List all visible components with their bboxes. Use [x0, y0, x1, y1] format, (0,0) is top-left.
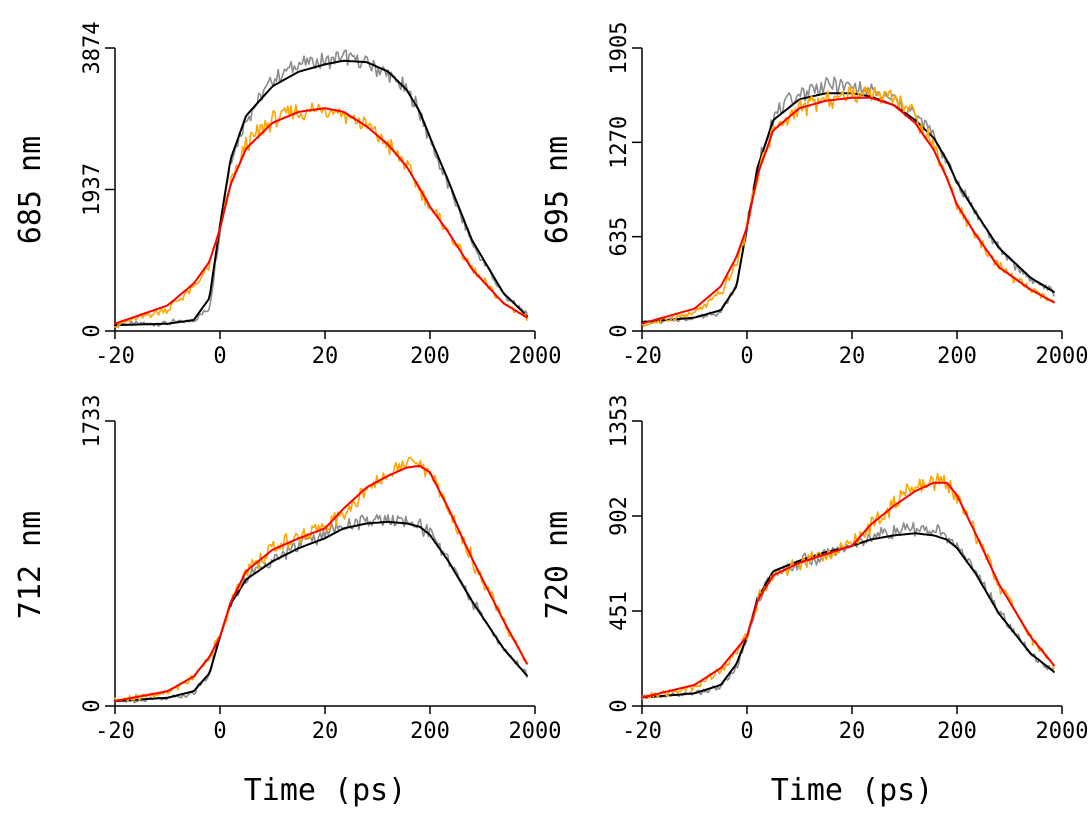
panel-label: 685 nm: [13, 136, 48, 244]
x-tick-label: 200: [410, 719, 450, 744]
y-tick-label: 1733: [80, 395, 105, 448]
y-tick-label: 1270: [607, 116, 632, 169]
series-line-fit_red: [641, 96, 1055, 325]
panel-720-nm: -20 0 20 200 2000 0 451 902 1353 720 nm: [540, 395, 1088, 744]
x-tick-label: 0: [740, 344, 753, 369]
y-tick-label: 451: [607, 591, 632, 631]
series-line-data_orange: [641, 86, 1055, 328]
y-tick-label: 0: [607, 699, 632, 712]
x-tick-label: 0: [740, 719, 753, 744]
y-tick-label: 3874: [80, 22, 105, 75]
y-tick-label: 0: [80, 324, 105, 337]
series-line-fit_black: [641, 532, 1055, 699]
x-tick-label: 2000: [509, 719, 562, 744]
series-line-data_gray: [114, 49, 528, 328]
panel-695-nm: -20 0 20 200 2000 0 635 1270 1905 695 nm: [540, 22, 1088, 369]
y-tick-label: 0: [80, 699, 105, 712]
series-line-data_gray: [641, 76, 1055, 325]
series-line-data_orange: [114, 102, 528, 329]
x-tick-label: -20: [622, 344, 662, 369]
y-tick-label: 902: [607, 496, 632, 536]
x-tick-label: 2000: [1036, 344, 1089, 369]
x-tick-label: 0: [213, 719, 226, 744]
x-tick-label: 20: [312, 719, 339, 744]
panel-label: 712 nm: [13, 511, 48, 619]
x-tick-label: 200: [937, 344, 977, 369]
series-line-fit_black: [114, 59, 528, 327]
x-tick-label: 200: [937, 719, 977, 744]
x-tick-label: 2000: [509, 344, 562, 369]
x-axis-title: Time (ps): [771, 773, 934, 808]
x-tick-label: 20: [839, 719, 866, 744]
x-tick-label: 2000: [1036, 719, 1089, 744]
x-axis-title: Time (ps): [244, 773, 407, 808]
y-tick-label: 635: [607, 217, 632, 257]
panel-685-nm: -20 0 20 200 2000 0 1937 3874 685 nm: [13, 22, 561, 369]
series-line-fit_red: [641, 481, 1055, 699]
x-tick-label: 200: [410, 344, 450, 369]
panel-712-nm: -20 0 20 200 2000 0 1733 712 nm: [13, 395, 561, 744]
y-tick-label: 1937: [80, 163, 105, 216]
x-tick-label: 0: [213, 344, 226, 369]
series-line-data_orange: [641, 472, 1055, 700]
x-tick-label: 20: [312, 344, 339, 369]
x-tick-label: -20: [622, 719, 662, 744]
x-tick-label: 20: [839, 344, 866, 369]
panel-label: 695 nm: [540, 136, 575, 244]
x-tick-label: -20: [95, 344, 135, 369]
series-line-fit_black: [114, 520, 528, 703]
y-tick-label: 1353: [607, 395, 632, 448]
series-line-fit_red: [114, 465, 528, 703]
series-line-fit_black: [641, 92, 1055, 324]
series-line-fit_red: [114, 107, 528, 325]
y-tick-label: 0: [607, 324, 632, 337]
x-tick-label: -20: [95, 719, 135, 744]
y-tick-label: 1905: [607, 22, 632, 75]
series-line-data_gray: [641, 521, 1055, 699]
panel-label: 720 nm: [540, 511, 575, 619]
series-line-data_orange: [114, 456, 528, 702]
